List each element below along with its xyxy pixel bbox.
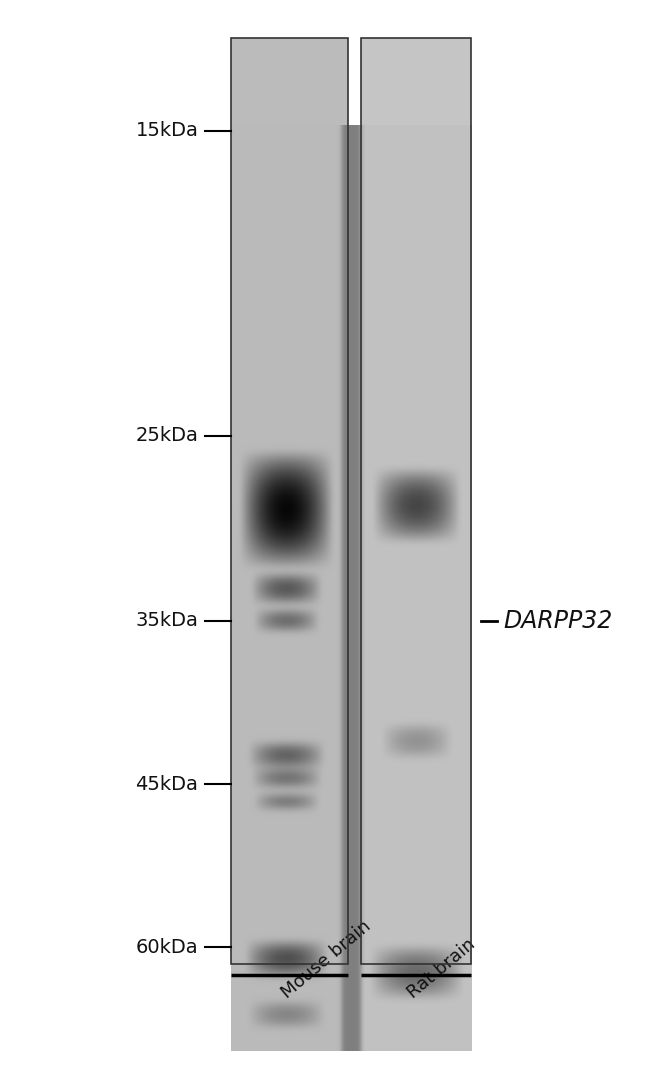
Bar	[361, 38, 471, 964]
FancyBboxPatch shape	[231, 38, 348, 964]
Text: Mouse brain: Mouse brain	[278, 917, 374, 1002]
Text: 15kDa: 15kDa	[135, 121, 198, 140]
Text: 45kDa: 45kDa	[135, 774, 198, 794]
Text: Rat brain: Rat brain	[404, 935, 479, 1002]
Text: 60kDa: 60kDa	[136, 938, 198, 957]
Text: 35kDa: 35kDa	[135, 611, 198, 631]
Bar	[231, 38, 348, 964]
FancyBboxPatch shape	[361, 38, 471, 964]
Text: 25kDa: 25kDa	[135, 426, 198, 445]
Text: DARPP32: DARPP32	[504, 609, 613, 633]
